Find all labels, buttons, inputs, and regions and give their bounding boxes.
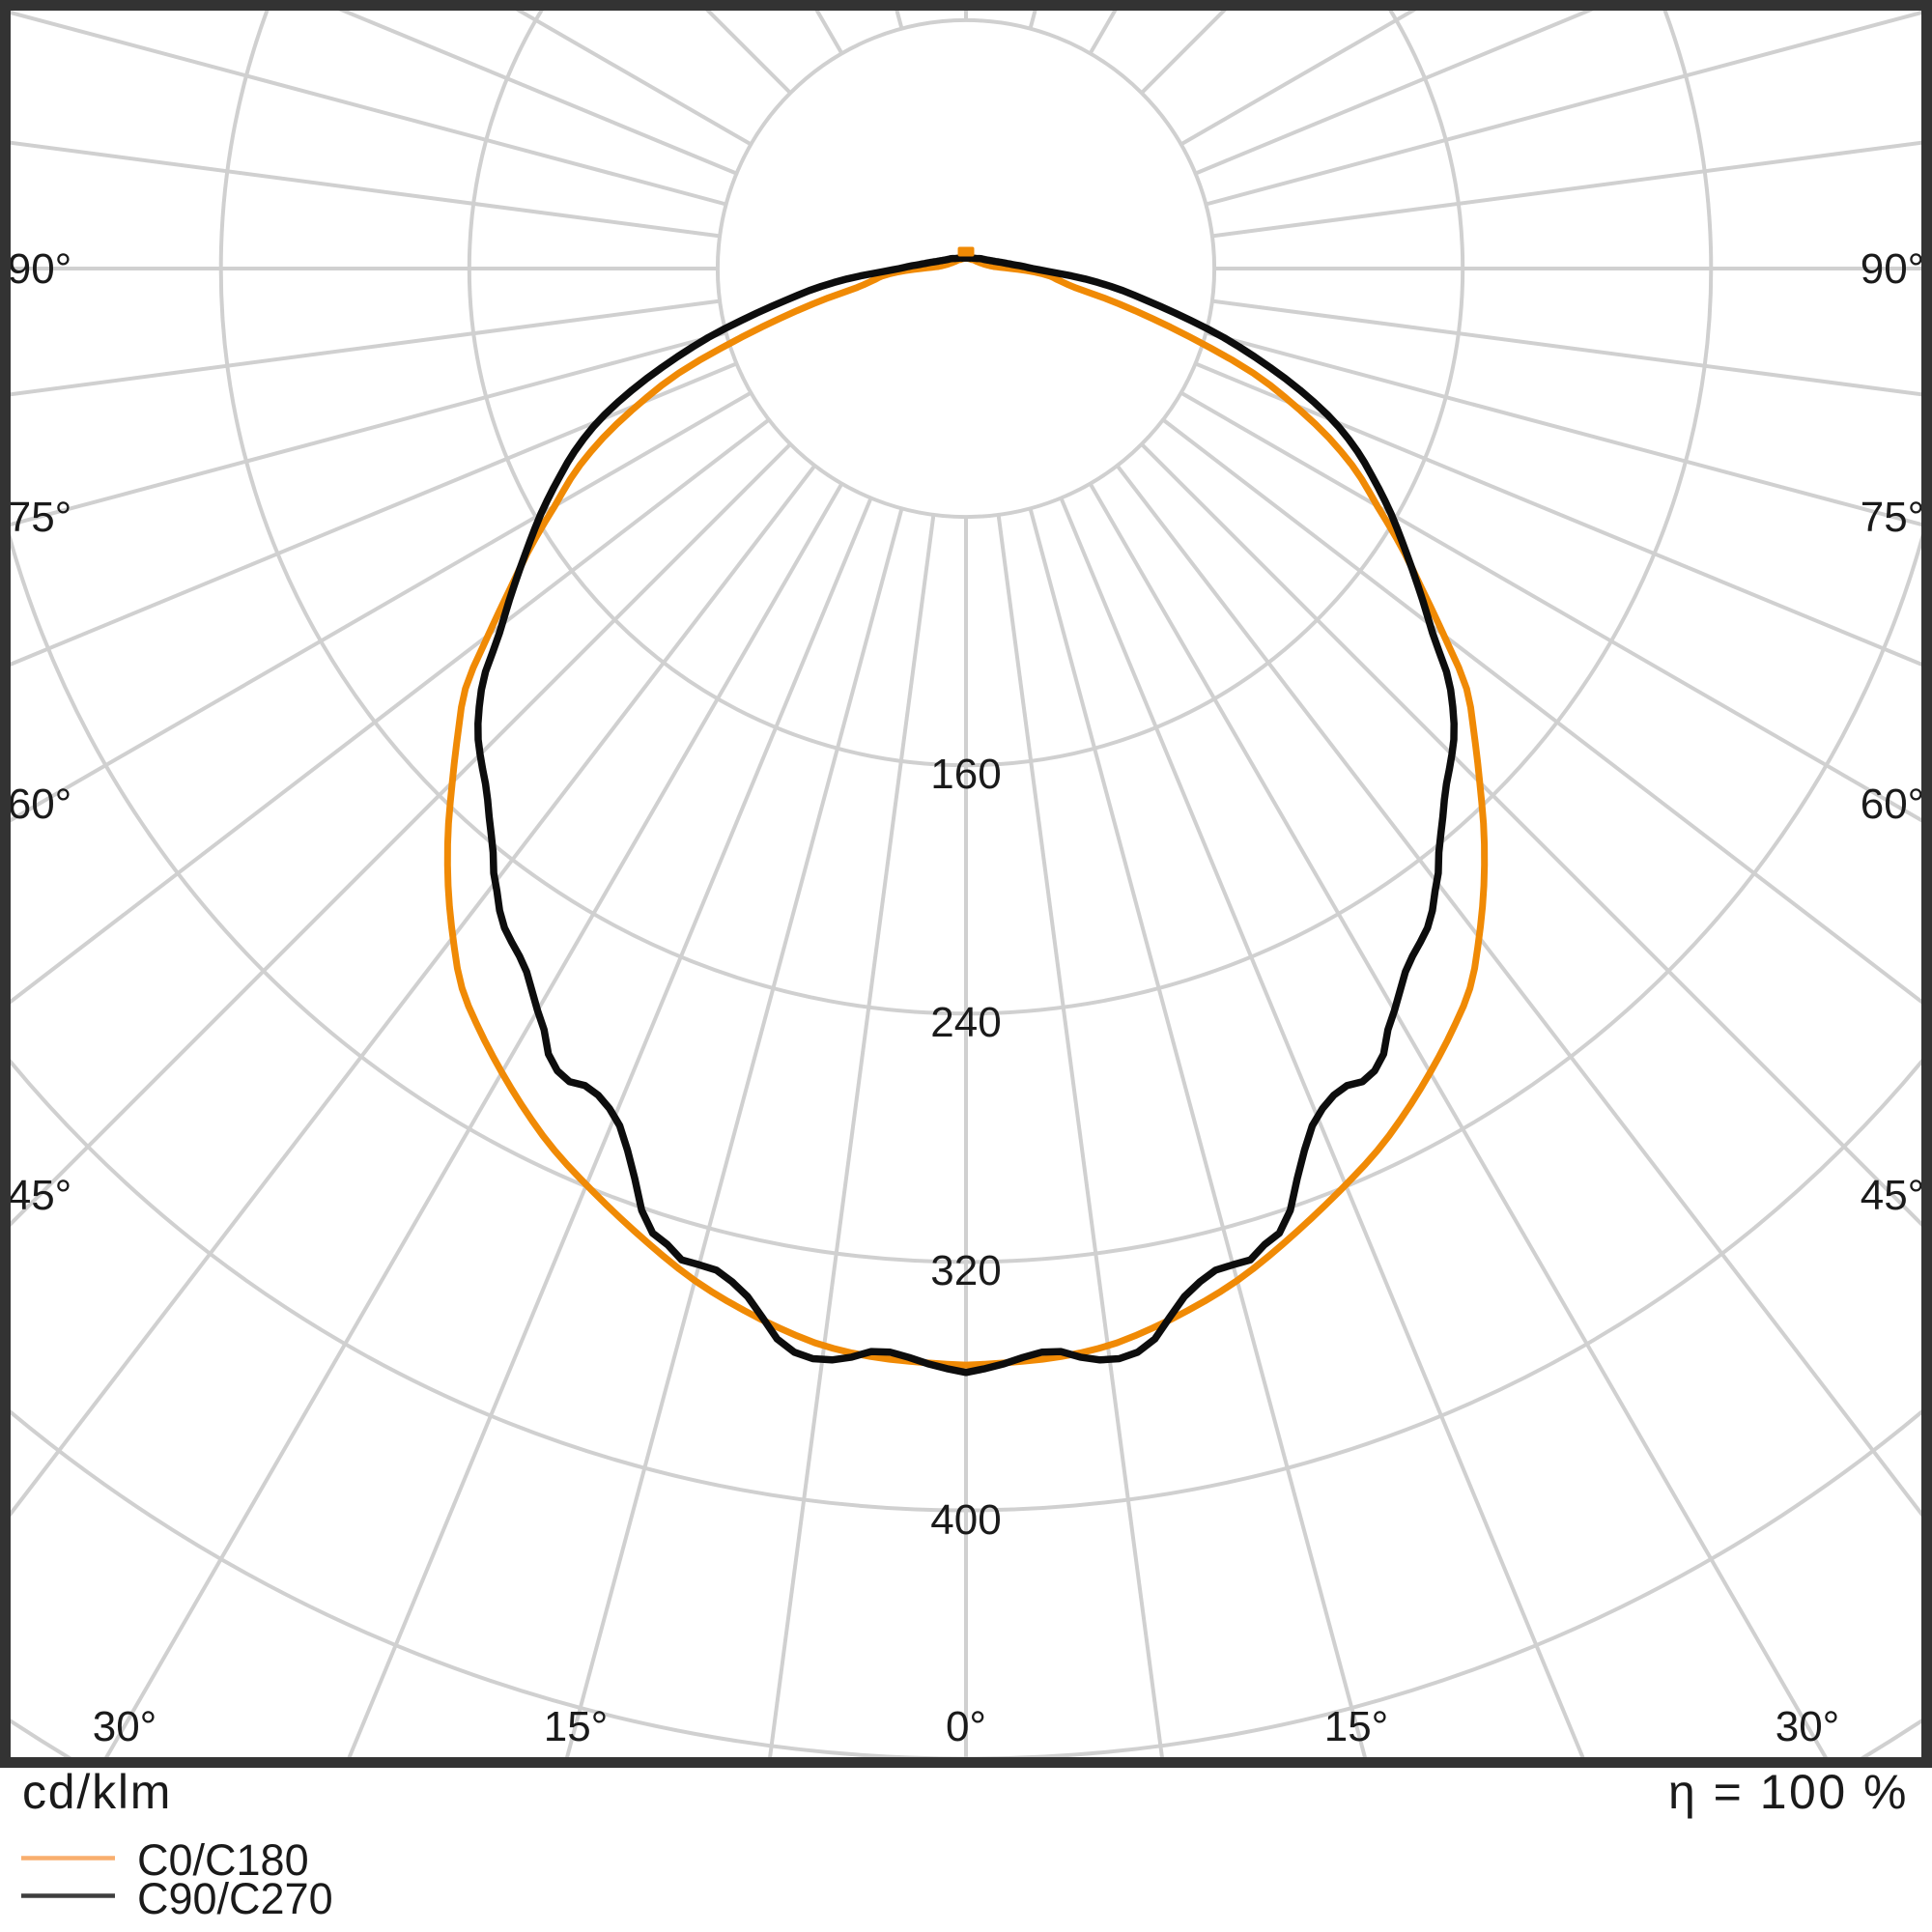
svg-text:160: 160 [930,751,1001,798]
svg-text:75°: 75° [1861,494,1925,541]
svg-text:75°: 75° [8,494,72,541]
svg-text:60°: 60° [8,781,72,828]
svg-text:C90/C270: C90/C270 [137,1874,333,1923]
svg-text:240: 240 [930,999,1001,1046]
svg-text:45°: 45° [8,1172,72,1219]
svg-text:C0/C180: C0/C180 [137,1835,309,1885]
svg-text:400: 400 [930,1496,1001,1544]
svg-text:30°: 30° [93,1703,157,1750]
svg-text:30°: 30° [1776,1703,1840,1750]
svg-text:η = 100 %: η = 100 % [1668,1765,1909,1819]
svg-text:320: 320 [930,1247,1001,1294]
svg-text:90°: 90° [1861,245,1925,293]
svg-text:90°: 90° [8,245,72,293]
svg-text:60°: 60° [1861,781,1925,828]
svg-text:15°: 15° [1324,1703,1389,1750]
svg-text:15°: 15° [544,1703,609,1750]
svg-text:45°: 45° [1861,1172,1925,1219]
svg-text:cd/klm: cd/klm [22,1765,172,1819]
svg-text:0°: 0° [946,1703,986,1750]
